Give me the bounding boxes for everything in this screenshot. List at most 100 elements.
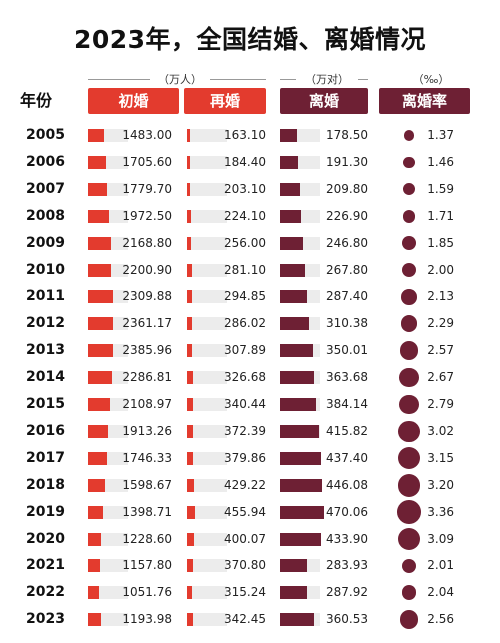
first-marriage-bar bbox=[88, 344, 114, 358]
first-marriage-bar bbox=[88, 155, 107, 169]
table-row: 2022 1051.76 315.24 287.92 2.04 bbox=[0, 579, 500, 606]
table-row: 2014 2286.81 326.68 363.68 2.67 bbox=[0, 364, 500, 391]
first-marriage-value: 1398.71 bbox=[122, 504, 172, 519]
divorce-rate-dot bbox=[399, 341, 419, 360]
unit-label-marriage: （万人） bbox=[150, 71, 210, 87]
remarriage-bar bbox=[187, 182, 191, 196]
divorce-rate-dot bbox=[402, 209, 416, 223]
remarriage-track bbox=[187, 451, 227, 465]
first-marriage-bar bbox=[88, 371, 113, 385]
first-marriage-track bbox=[88, 290, 128, 304]
header-year: 年份 bbox=[20, 91, 53, 110]
unit-label-divorce: （万对） bbox=[296, 71, 358, 87]
table-row: 2016 1913.26 372.39 415.82 3.02 bbox=[0, 418, 500, 445]
remarriage-track bbox=[187, 209, 227, 223]
first-marriage-value: 1157.80 bbox=[122, 558, 172, 573]
first-marriage-value: 1483.00 bbox=[122, 128, 172, 142]
divorce-rate-dot bbox=[400, 315, 418, 333]
remarriage-track bbox=[187, 129, 227, 142]
first-marriage-bar bbox=[88, 424, 109, 438]
first-marriage-value: 1598.67 bbox=[122, 477, 172, 492]
remarriage-bar bbox=[187, 344, 193, 358]
remarriage-track bbox=[187, 182, 227, 196]
remarriage-track bbox=[187, 344, 227, 358]
divorce-bar bbox=[280, 209, 302, 223]
divorce-rate-dot bbox=[401, 558, 417, 574]
divorce-value: 178.50 bbox=[326, 128, 368, 142]
divorce-rate-value: 2.79 bbox=[427, 397, 454, 411]
divorce-track bbox=[280, 586, 320, 600]
table-row: 2015 2108.97 340.44 384.14 2.79 bbox=[0, 391, 500, 418]
remarriage-bar bbox=[187, 559, 194, 573]
divorce-bar bbox=[280, 236, 304, 250]
divorce-rate-value: 2.13 bbox=[427, 289, 454, 304]
first-marriage-track bbox=[88, 451, 128, 465]
divorce-track bbox=[280, 263, 320, 277]
first-marriage-value: 2108.97 bbox=[122, 397, 172, 411]
first-marriage-bar bbox=[88, 398, 111, 411]
table-row: 2023 1193.98 342.45 360.53 2.56 bbox=[0, 606, 500, 633]
divorce-value: 446.08 bbox=[326, 477, 368, 492]
first-marriage-value: 2309.88 bbox=[122, 289, 172, 304]
divorce-value: 246.80 bbox=[326, 235, 368, 250]
first-marriage-value: 1913.26 bbox=[122, 423, 172, 438]
divorce-rate-value: 3.02 bbox=[427, 423, 454, 438]
page-title: 2023年，全国结婚、离婚情况 bbox=[73, 25, 427, 54]
divorce-bar bbox=[280, 613, 314, 627]
divorce-track bbox=[280, 613, 320, 627]
remarriage-value: 163.10 bbox=[224, 128, 266, 142]
table-row: 2020 1228.60 400.07 433.90 3.09 bbox=[0, 526, 500, 553]
divorce-value: 415.82 bbox=[326, 423, 368, 438]
divorce-track bbox=[280, 129, 320, 142]
remarriage-bar bbox=[187, 451, 194, 465]
remarriage-bar bbox=[187, 236, 192, 250]
year-label: 2019 bbox=[26, 503, 65, 520]
divorce-rate-dot bbox=[399, 610, 419, 629]
table-row: 2007 1779.70 203.10 209.80 1.59 bbox=[0, 176, 500, 203]
header-divorce: 离婚 bbox=[280, 88, 368, 114]
table-row: 2008 1972.50 224.10 226.90 1.71 bbox=[0, 203, 500, 230]
first-marriage-bar bbox=[88, 586, 100, 600]
remarriage-value: 370.80 bbox=[224, 558, 266, 573]
divorce-bar bbox=[280, 290, 307, 304]
divorce-bar bbox=[280, 317, 310, 331]
table-row: 2019 1398.71 455.94 470.06 3.36 bbox=[0, 499, 500, 526]
first-marriage-bar bbox=[88, 505, 103, 519]
divorce-bar bbox=[280, 478, 322, 492]
divorce-bar bbox=[280, 424, 319, 438]
divorce-bar bbox=[280, 559, 307, 573]
divorce-track bbox=[280, 236, 320, 250]
remarriage-track bbox=[187, 317, 227, 331]
table-row: 2005 1483.00 163.10 178.50 1.37 bbox=[0, 122, 500, 149]
remarriage-bar bbox=[187, 263, 192, 277]
remarriage-bar bbox=[187, 155, 191, 169]
first-marriage-track bbox=[88, 586, 128, 600]
table-row: 2010 2200.90 281.10 267.80 2.00 bbox=[0, 257, 500, 284]
divorce-track bbox=[280, 532, 321, 546]
remarriage-bar bbox=[187, 478, 195, 492]
divorce-bar bbox=[280, 263, 306, 277]
remarriage-value: 379.86 bbox=[224, 450, 266, 465]
divorce-value: 267.80 bbox=[326, 262, 368, 277]
first-marriage-track bbox=[88, 317, 128, 331]
year-label: 2020 bbox=[26, 530, 65, 547]
first-marriage-bar bbox=[88, 317, 114, 331]
divorce-value: 283.93 bbox=[326, 558, 368, 573]
divorce-track bbox=[280, 371, 320, 385]
remarriage-bar bbox=[187, 398, 193, 411]
divorce-rate-dot bbox=[403, 130, 415, 141]
year-label: 2005 bbox=[26, 127, 65, 143]
divorce-value: 209.80 bbox=[326, 181, 368, 196]
remarriage-value: 455.94 bbox=[224, 504, 266, 519]
remarriage-track bbox=[187, 236, 227, 250]
divorce-rate-dot bbox=[402, 236, 416, 250]
divorce-rate-dot bbox=[399, 394, 419, 415]
divorce-track bbox=[280, 290, 320, 304]
remarriage-bar bbox=[187, 317, 192, 331]
first-marriage-value: 1228.60 bbox=[122, 531, 172, 546]
first-marriage-value: 1972.50 bbox=[122, 208, 172, 223]
divorce-value: 191.30 bbox=[326, 154, 368, 169]
divorce-rate-dot bbox=[397, 500, 421, 524]
year-label: 2008 bbox=[26, 207, 65, 224]
divorce-rate-dot bbox=[401, 289, 417, 305]
